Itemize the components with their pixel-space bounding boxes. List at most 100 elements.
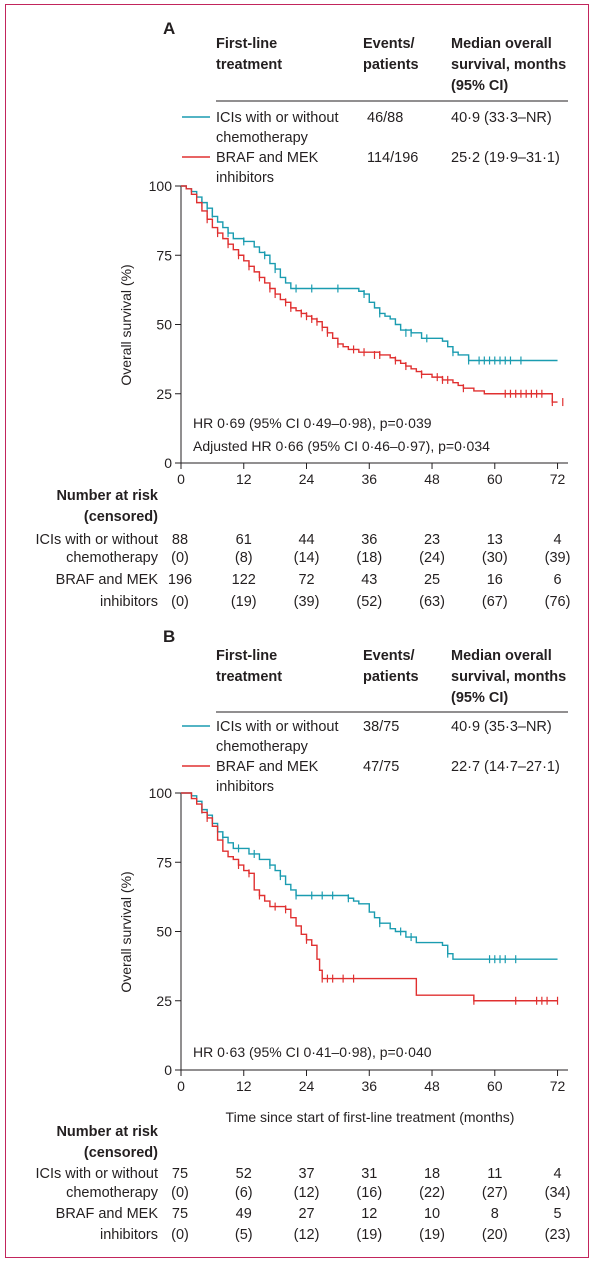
censored-count: (39) (545, 550, 571, 566)
censored-count: (67) (482, 594, 508, 610)
x-tick-label: 48 (424, 1078, 440, 1094)
censored-count: (34) (545, 1185, 571, 1201)
legend-events: 114/196 (367, 150, 418, 166)
at-risk-count: 52 (236, 1166, 252, 1182)
panel-b: B First-line treatment Events/patients Media… (36, 627, 571, 1243)
at-risk-count: 5 (554, 1206, 562, 1222)
at-risk-count: 4 (554, 532, 562, 548)
y-tick-label: 75 (156, 854, 172, 870)
risk-row-label: inhibitors (100, 1227, 158, 1243)
hr-annotation: HR 0·63 (95% CI 0·41–0·98), p=0·040 (193, 1044, 432, 1060)
panel-a: A First-line treatment Events/patients Media… (36, 19, 571, 610)
risk-table-title: Number at risk (56, 488, 158, 504)
risk-row-label: chemotherapy (66, 550, 159, 566)
at-risk-count: 8 (491, 1206, 499, 1222)
risk-row-label: BRAF and MEK (56, 1206, 159, 1222)
legend-events: 47/75 (363, 759, 399, 775)
legend-header-treatment: treatment (216, 669, 282, 685)
risk-row-label: ICIs with or without (36, 532, 159, 548)
hr-annotation: Adjusted HR 0·66 (95% CI 0·46–0·97), p=0… (193, 438, 490, 454)
risk-table-title: Number at risk (56, 1124, 158, 1140)
legend-header-treatment: First-line (216, 36, 277, 52)
at-risk-count: 6 (554, 572, 562, 588)
legend-header-events: Events/ (363, 648, 415, 664)
censored-count: (76) (545, 594, 571, 610)
legend-header-treatment: treatment (216, 57, 282, 73)
censored-count: (27) (482, 1185, 508, 1201)
at-risk-count: 11 (487, 1166, 502, 1182)
censored-count: (16) (356, 1185, 382, 1201)
at-risk-count: 13 (487, 532, 503, 548)
y-tick-label: 25 (156, 993, 172, 1009)
censored-count: (0) (171, 1185, 189, 1201)
censored-count: (22) (419, 1185, 445, 1201)
risk-table-title: (censored) (84, 509, 158, 525)
legend-series-name: chemotherapy (216, 130, 309, 146)
risk-row-label: ICIs with or without (36, 1166, 159, 1182)
at-risk-count: 18 (424, 1166, 440, 1182)
legend-series-name: inhibitors (216, 779, 274, 795)
at-risk-count: 12 (361, 1206, 377, 1222)
risk-row-label: BRAF and MEK (56, 572, 159, 588)
y-axis-label: Overall survival (%) (118, 871, 134, 992)
legend-median: 40·9 (33·3–NR) (451, 110, 552, 126)
at-risk-count: 37 (298, 1166, 314, 1182)
legend-header-median: (95% CI) (451, 690, 508, 706)
censored-count: (5) (235, 1227, 253, 1243)
censored-count: (18) (356, 550, 382, 566)
legend-header-median: survival, months (451, 57, 566, 73)
y-tick-label: 100 (149, 178, 173, 194)
censored-count: (12) (294, 1185, 320, 1201)
hr-annotation: HR 0·69 (95% CI 0·49–0·98), p=0·039 (193, 415, 432, 431)
legend-series-name: chemotherapy (216, 739, 309, 755)
censored-count: (30) (482, 550, 508, 566)
risk-row-label: inhibitors (100, 594, 158, 610)
at-risk-count: 25 (424, 572, 440, 588)
x-tick-label: 0 (177, 471, 185, 487)
at-risk-count: 4 (554, 1166, 562, 1182)
legend-header-treatment: First-line (216, 648, 277, 664)
x-axis-label: Time since start of first-line treatment… (226, 1109, 515, 1125)
panel-label: B (163, 627, 175, 646)
x-tick-label: 24 (299, 471, 315, 487)
x-tick-label: 36 (361, 1078, 377, 1094)
at-risk-count: 23 (424, 532, 440, 548)
x-tick-label: 72 (550, 1078, 566, 1094)
risk-table-title: (censored) (84, 1145, 158, 1161)
legend-series-name: ICIs with or without (216, 110, 339, 126)
y-axis-label: Overall survival (%) (118, 264, 134, 385)
censored-count: (0) (171, 550, 189, 566)
x-tick-label: 60 (487, 1078, 503, 1094)
at-risk-count: 31 (361, 1166, 377, 1182)
at-risk-count: 16 (487, 572, 503, 588)
legend-header-median: Median overall (451, 648, 552, 664)
y-tick-label: 75 (156, 247, 172, 263)
censored-count: (12) (294, 1227, 320, 1243)
x-tick-label: 24 (299, 1078, 315, 1094)
censored-count: (8) (235, 550, 253, 566)
at-risk-count: 43 (361, 572, 377, 588)
at-risk-count: 72 (298, 572, 314, 588)
at-risk-count: 27 (298, 1206, 314, 1222)
censored-count: (19) (231, 594, 257, 610)
at-risk-count: 10 (424, 1206, 440, 1222)
legend-events: 38/75 (363, 719, 399, 735)
censored-count: (19) (419, 1227, 445, 1243)
legend-header-events: Events/ (363, 36, 415, 52)
censored-count: (39) (294, 594, 320, 610)
y-tick-label: 25 (156, 386, 172, 402)
legend-median: 22·7 (14·7–27·1) (451, 759, 560, 775)
at-risk-count: 61 (236, 532, 252, 548)
x-tick-label: 36 (361, 471, 377, 487)
y-tick-label: 0 (164, 455, 172, 471)
legend-series-name: inhibitors (216, 170, 274, 186)
y-tick-label: 100 (149, 785, 173, 801)
panel-label: A (163, 19, 175, 38)
risk-row-label: chemotherapy (66, 1185, 159, 1201)
y-tick-label: 50 (156, 317, 172, 333)
legend-median: 40·9 (35·3–NR) (451, 719, 552, 735)
at-risk-count: 49 (236, 1206, 252, 1222)
censored-count: (19) (356, 1227, 382, 1243)
at-risk-count: 88 (172, 532, 188, 548)
